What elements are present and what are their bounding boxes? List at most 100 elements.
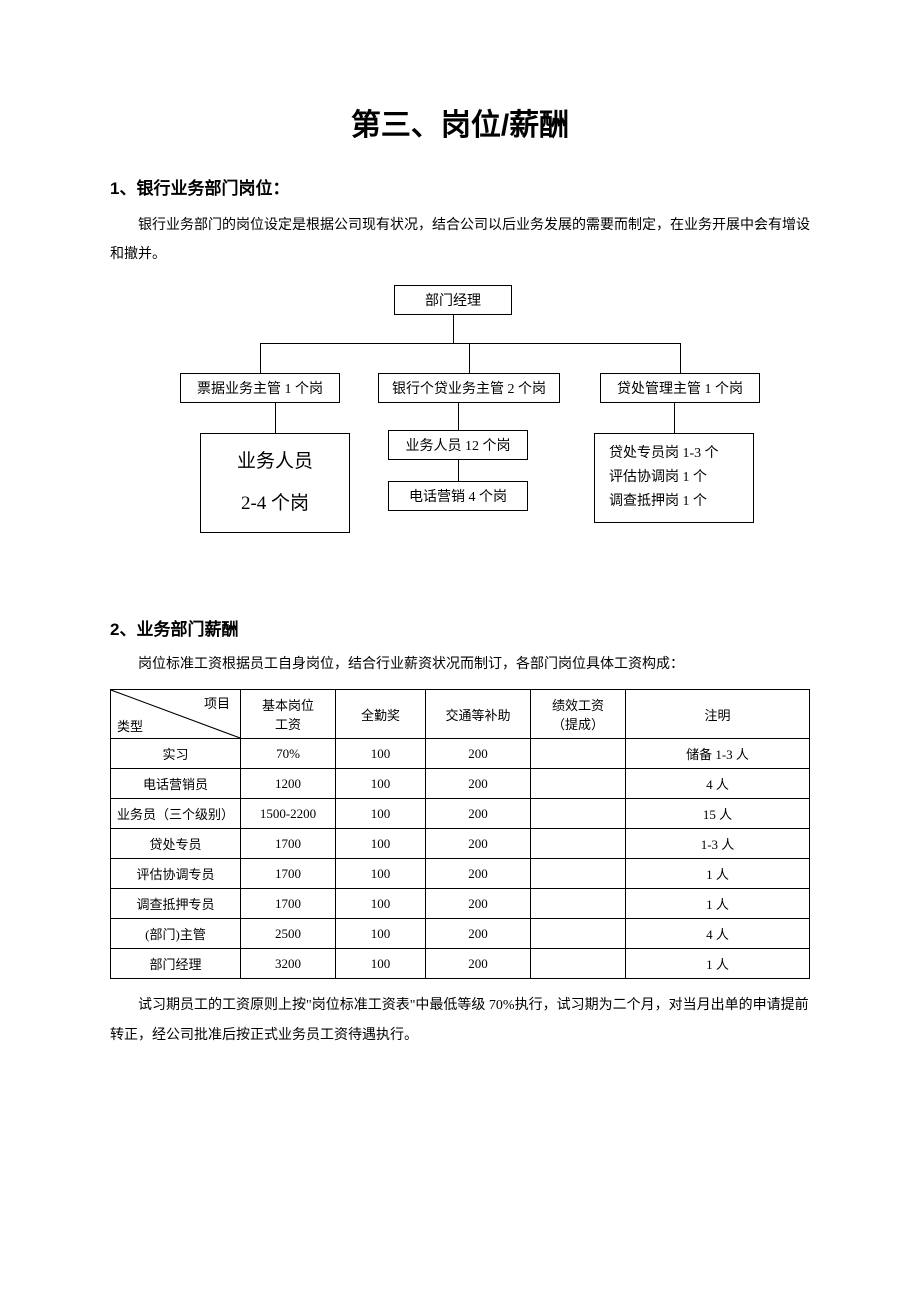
node-root: 部门经理 [394, 285, 512, 315]
table-cell: 贷处专员 [111, 829, 241, 859]
table-cell [531, 859, 626, 889]
table-cell: 实习 [111, 739, 241, 769]
section2-outro: 试习期员工的工资原则上按"岗位标准工资表"中最低等级 70%执行，试习期为二个月… [110, 991, 810, 1050]
header-col-perf: 绩效工资（提成） [531, 690, 626, 739]
connector [275, 403, 276, 433]
node-label-line1: 贷处专员岗 1-3 个 [609, 442, 719, 466]
section1-heading: 1、银行业务部门岗位： [110, 174, 810, 199]
table-cell [531, 889, 626, 919]
section2-intro: 岗位标准工资根据员工自身岗位，结合行业薪资状况而制订，各部门岗位具体工资构成： [110, 650, 810, 679]
node-label: 银行个贷业务主管 2 个岗 [392, 378, 546, 398]
org-chart: 部门经理 票据业务主管 1 个岗 银行个贷业务主管 2 个岗 贷处管理主管 1 … [110, 285, 810, 565]
table-cell: 100 [336, 949, 426, 979]
node-label: 业务人员 12 个岗 [406, 435, 511, 455]
connector [260, 343, 261, 373]
table-cell: 100 [336, 919, 426, 949]
table-cell: 4 人 [626, 769, 810, 799]
connector [458, 460, 459, 481]
table-cell: 1-3 人 [626, 829, 810, 859]
table-cell: 70% [241, 739, 336, 769]
header-col-att: 全勤奖 [336, 690, 426, 739]
node-staff-bill: 业务人员 2-4 个岗 [200, 433, 350, 533]
table-row: 实习70%100200 储备 1-3 人 [111, 739, 810, 769]
connector [453, 315, 454, 343]
node-label: 贷处管理主管 1 个岗 [617, 378, 743, 398]
table-row: 调查抵押专员1700100200 1 人 [111, 889, 810, 919]
table-cell: 15 人 [626, 799, 810, 829]
connector [469, 343, 470, 373]
table-cell: 200 [426, 739, 531, 769]
connector [458, 403, 459, 430]
table-row: (部门)主管2500100200 4 人 [111, 919, 810, 949]
table-cell: 评估协调专员 [111, 859, 241, 889]
section2-heading: 2、业务部门薪酬 [110, 615, 810, 640]
table-header-row: 项目 类型 基本岗位工资 全勤奖 交通等补助 绩效工资（提成） 注明 [111, 690, 810, 739]
table-cell: 2500 [241, 919, 336, 949]
node-label-line2: 评估协调岗 1 个 [609, 466, 707, 490]
node-supervisor-loan: 银行个贷业务主管 2 个岗 [378, 373, 560, 403]
table-cell: 200 [426, 769, 531, 799]
header-col-trans: 交通等补助 [426, 690, 531, 739]
header-col-base: 基本岗位工资 [241, 690, 336, 739]
table-cell [531, 739, 626, 769]
table-cell [531, 829, 626, 859]
table-cell [531, 949, 626, 979]
node-staff-telesales: 电话营销 4 个岗 [388, 481, 528, 511]
table-row: 电话营销员1200100200 4 人 [111, 769, 810, 799]
table-cell: 1700 [241, 859, 336, 889]
table-row: 贷处专员1700100200 1-3 人 [111, 829, 810, 859]
table-cell: 100 [336, 889, 426, 919]
table-cell [531, 919, 626, 949]
table-cell: 1 人 [626, 859, 810, 889]
table-cell: 200 [426, 889, 531, 919]
table-cell: 1200 [241, 769, 336, 799]
table-cell: 1 人 [626, 949, 810, 979]
node-label-line1: 业务人员 [237, 441, 313, 483]
connector [674, 403, 675, 433]
header-diag: 项目 类型 [111, 690, 241, 739]
page-title: 第三、岗位/薪酬 [110, 100, 810, 144]
table-cell: 4 人 [626, 919, 810, 949]
table-cell: 部门经理 [111, 949, 241, 979]
table-cell: 1700 [241, 889, 336, 919]
table-body: 实习70%100200储备 1-3 人电话营销员12001002004 人业务员… [111, 739, 810, 979]
header-col-note: 注明 [626, 690, 810, 739]
section1-para: 银行业务部门的岗位设定是根据公司现有状况，结合公司以后业务发展的需要而制定，在业… [110, 211, 810, 270]
table-row: 评估协调专员1700100200 1 人 [111, 859, 810, 889]
table-cell: 业务员（三个级别） [111, 799, 241, 829]
header-diag-top: 项目 [204, 693, 230, 712]
table-cell: 200 [426, 919, 531, 949]
node-label-line3: 调查抵押岗 1 个 [609, 490, 707, 514]
table-cell: 100 [336, 739, 426, 769]
table-cell: 储备 1-3 人 [626, 739, 810, 769]
table-cell [531, 799, 626, 829]
table-cell [531, 769, 626, 799]
salary-table: 项目 类型 基本岗位工资 全勤奖 交通等补助 绩效工资（提成） 注明 实习70%… [110, 689, 810, 979]
table-cell: 200 [426, 799, 531, 829]
connector [680, 343, 681, 373]
table-cell: 1 人 [626, 889, 810, 919]
table-cell: 3200 [241, 949, 336, 979]
table-cell: 调查抵押专员 [111, 889, 241, 919]
table-cell: 200 [426, 949, 531, 979]
table-cell: 1500-2200 [241, 799, 336, 829]
table-cell: 200 [426, 859, 531, 889]
table-cell: 100 [336, 799, 426, 829]
table-cell: 100 [336, 829, 426, 859]
connector [260, 343, 680, 344]
table-cell: 200 [426, 829, 531, 859]
node-label: 票据业务主管 1 个岗 [197, 378, 323, 398]
table-row: 业务员（三个级别）1500-2200100200 15 人 [111, 799, 810, 829]
table-cell: 1700 [241, 829, 336, 859]
table-row: 部门经理3200100200 1 人 [111, 949, 810, 979]
node-root-label: 部门经理 [425, 290, 481, 310]
table-cell: 电话营销员 [111, 769, 241, 799]
table-cell: (部门)主管 [111, 919, 241, 949]
node-supervisor-credit: 贷处管理主管 1 个岗 [600, 373, 760, 403]
node-label: 电话营销 4 个岗 [409, 486, 507, 506]
table-cell: 100 [336, 859, 426, 889]
node-staff-credit: 贷处专员岗 1-3 个 评估协调岗 1 个 调查抵押岗 1 个 [594, 433, 754, 523]
header-diag-bot: 类型 [117, 716, 143, 735]
node-label-line2: 2-4 个岗 [241, 483, 309, 525]
table-cell: 100 [336, 769, 426, 799]
